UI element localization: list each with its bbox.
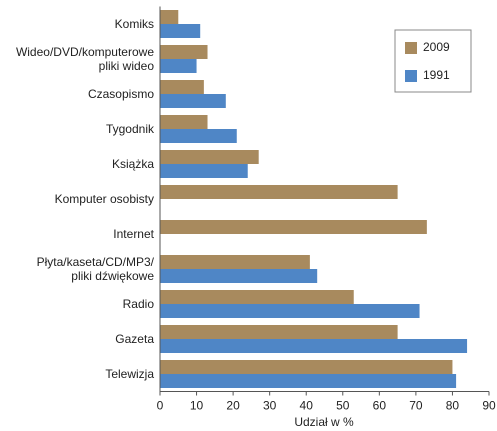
y-tick-label: Komiks [114, 17, 154, 31]
bar [160, 304, 420, 318]
bar [160, 129, 237, 143]
x-tick-label: 60 [373, 399, 387, 413]
bar [160, 150, 259, 164]
legend-swatch [405, 42, 417, 54]
bar [160, 360, 453, 374]
legend-label: 1991 [423, 68, 450, 82]
bar [160, 269, 318, 283]
bar [160, 290, 354, 304]
x-tick-label: 20 [226, 399, 240, 413]
y-tick-label: Książka [111, 157, 154, 171]
x-tick-label: 10 [190, 399, 204, 413]
bar [160, 80, 204, 94]
x-tick-label: 70 [409, 399, 423, 413]
y-tick-label: Wideo/DVD/komputerowe pliki wideo [15, 45, 154, 73]
y-tick-label: Radio [122, 297, 154, 311]
bar [160, 94, 226, 108]
legend-swatch [405, 70, 417, 82]
bar [160, 10, 179, 24]
legend-label: 2009 [423, 40, 450, 54]
y-tick-label: Internet [113, 227, 154, 241]
y-tick-label: Komputer osobisty [54, 192, 154, 206]
bar [160, 339, 468, 353]
x-axis-label: Udział w % [294, 415, 354, 429]
bar [160, 374, 457, 388]
bar [160, 220, 427, 234]
bar [160, 45, 208, 59]
bar [160, 255, 310, 269]
y-tick-label: Tygodnik [105, 122, 154, 136]
x-tick-label: 40 [300, 399, 314, 413]
x-tick-label: 30 [263, 399, 277, 413]
bar [160, 325, 398, 339]
y-tick-label: Czasopismo [87, 87, 154, 101]
y-tick-label: Gazeta [115, 332, 154, 346]
x-tick-label: 50 [336, 399, 350, 413]
bar [160, 24, 201, 38]
bar [160, 164, 248, 178]
y-tick-label: Płyta/kaseta/CD/MP3/ pliki dźwiękowe [36, 255, 154, 283]
bar [160, 185, 398, 199]
y-tick-label: Telewizja [105, 367, 154, 381]
x-tick-label: 0 [157, 399, 164, 413]
bar [160, 59, 197, 73]
x-tick-label: 90 [482, 399, 496, 413]
bar [160, 115, 208, 129]
x-tick-label: 80 [446, 399, 460, 413]
